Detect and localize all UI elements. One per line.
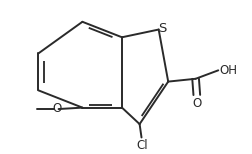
Text: O: O [53, 102, 62, 115]
Text: OH: OH [218, 64, 236, 77]
Text: S: S [158, 22, 166, 35]
Text: O: O [192, 97, 201, 110]
Text: Cl: Cl [136, 139, 147, 152]
